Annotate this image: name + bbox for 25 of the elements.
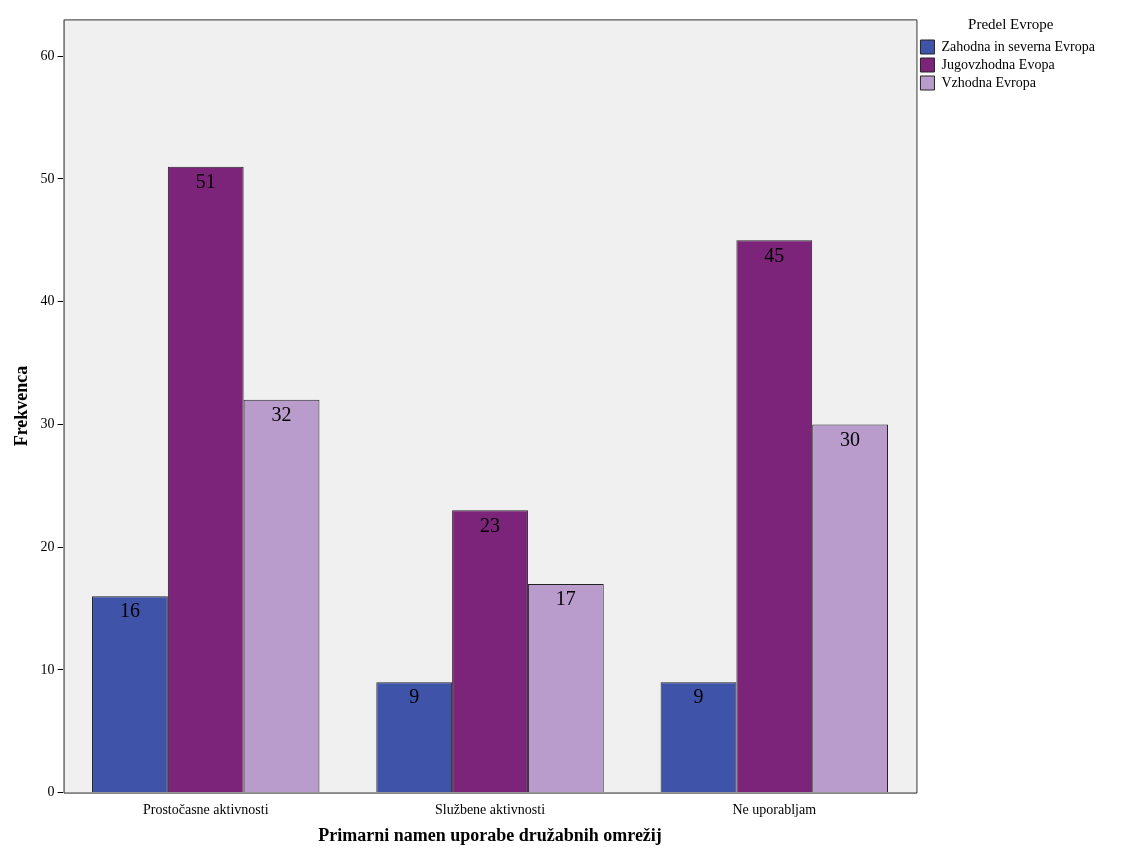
data-label: 45 (764, 243, 785, 266)
y-tick-label: 30 (40, 416, 55, 432)
data-label: 51 (195, 169, 216, 192)
data-label: 23 (480, 513, 501, 536)
y-tick-label: 10 (40, 661, 55, 677)
data-label: 32 (271, 403, 292, 426)
legend-label: Jugovzhodna Evopa (941, 56, 1056, 72)
data-label: 16 (119, 599, 140, 622)
y-tick-label: 0 (47, 784, 55, 800)
data-label: 17 (555, 587, 576, 610)
x-axis-title: Primarni namen uporabe družabnih omrežij (318, 824, 662, 845)
y-tick-label: 20 (40, 538, 55, 554)
data-label: 9 (409, 685, 420, 708)
y-tick-label: 60 (40, 47, 55, 63)
legend-label: Zahodna in severna Evropa (941, 38, 1096, 54)
x-tick-label: Ne uporabljam (732, 801, 817, 817)
legend-label: Vzhodna Evropa (941, 74, 1037, 90)
data-label: 30 (840, 427, 861, 450)
legend-title: Predel Evrope (968, 16, 1054, 33)
data-label: 9 (693, 685, 704, 708)
y-tick-label: 50 (40, 170, 55, 186)
y-tick-label: 40 (40, 293, 55, 309)
x-tick-label: Službene aktivnosti (435, 801, 546, 817)
y-axis-title: Frekvenca (11, 365, 32, 447)
x-tick-label: Prostočasne aktivnosti (142, 801, 269, 817)
